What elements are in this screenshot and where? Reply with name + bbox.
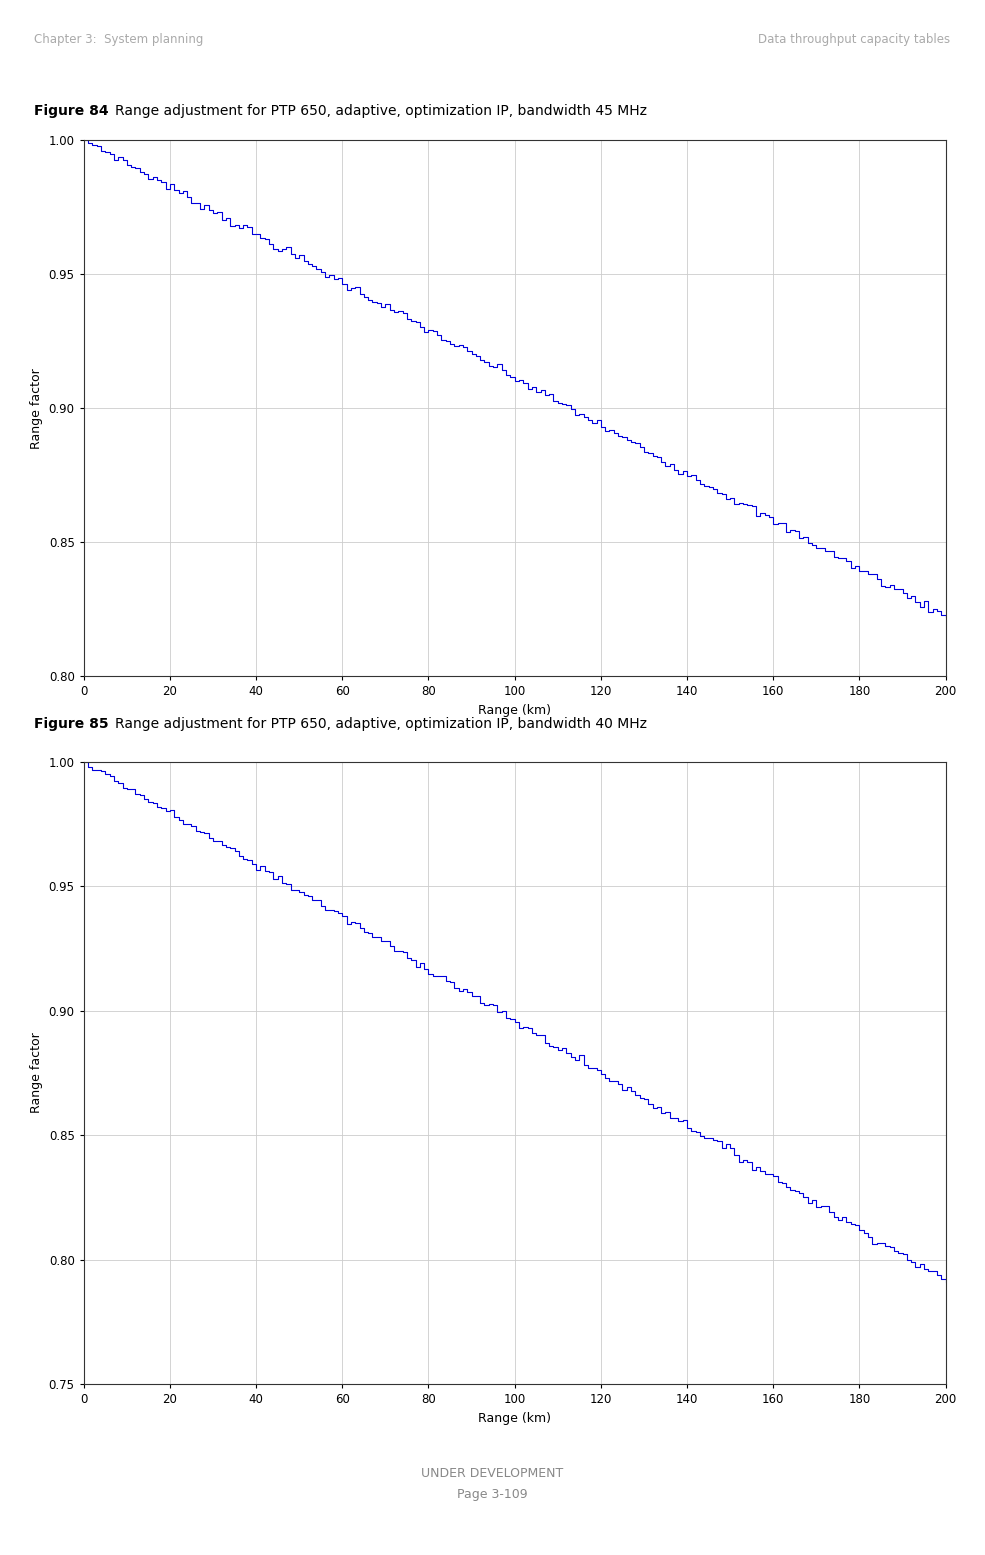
X-axis label: Range (km): Range (km) — [478, 704, 552, 717]
Text: Chapter 3:  System planning: Chapter 3: System planning — [34, 33, 204, 47]
Text: UNDER DEVELOPMENT: UNDER DEVELOPMENT — [422, 1468, 563, 1480]
X-axis label: Range (km): Range (km) — [478, 1412, 552, 1424]
Text: Page 3-109: Page 3-109 — [457, 1488, 528, 1501]
Text: Figure 85: Figure 85 — [34, 717, 109, 731]
Text: Range adjustment for PTP 650, adaptive, optimization IP, bandwidth 40 MHz: Range adjustment for PTP 650, adaptive, … — [115, 717, 647, 731]
Text: Data throughput capacity tables: Data throughput capacity tables — [758, 33, 951, 47]
Y-axis label: Range factor: Range factor — [31, 1033, 43, 1113]
Text: Range adjustment for PTP 650, adaptive, optimization IP, bandwidth 45 MHz: Range adjustment for PTP 650, adaptive, … — [115, 104, 647, 118]
Text: Figure 84: Figure 84 — [34, 104, 109, 118]
Y-axis label: Range factor: Range factor — [31, 369, 43, 448]
